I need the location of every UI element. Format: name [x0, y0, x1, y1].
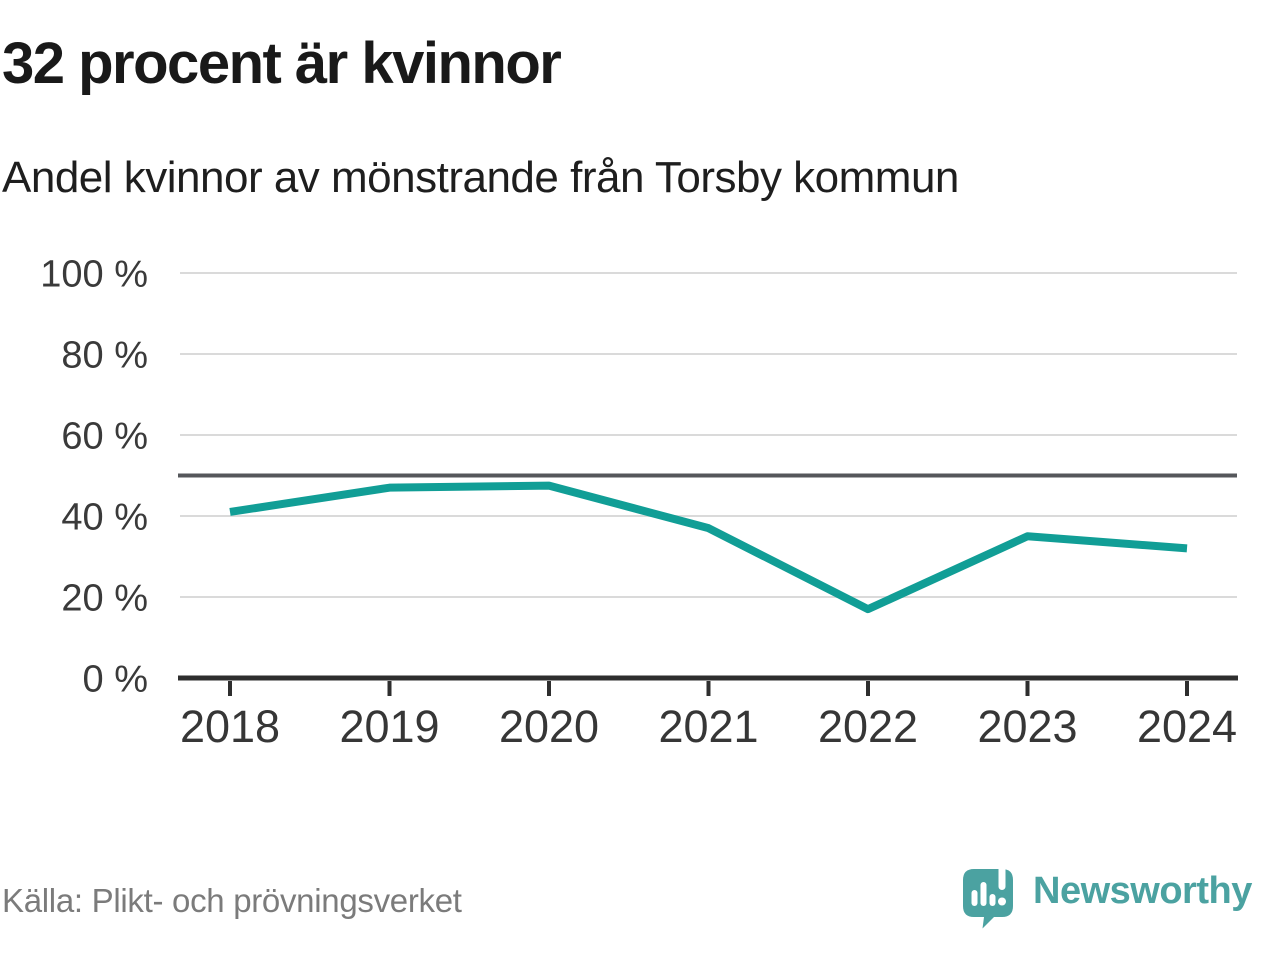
newsworthy-logo: Newsworthy — [963, 861, 1252, 931]
newsworthy-logo-icon — [963, 863, 1013, 929]
chart-subtitle: Andel kvinnor av mönstrande från Torsby … — [2, 153, 959, 202]
x-tick-label: 2023 — [977, 701, 1077, 752]
y-tick-label: 60 % — [61, 415, 148, 457]
source-note: Källa: Plikt- och prövningsverket — [2, 882, 462, 919]
x-tick-label: 2020 — [499, 701, 599, 752]
x-tick-label: 2024 — [1137, 701, 1237, 752]
x-tick-label: 2018 — [180, 701, 280, 752]
y-tick-label: 20 % — [61, 577, 148, 619]
y-tick-label: 40 % — [61, 496, 148, 538]
x-tick-label: 2022 — [818, 701, 918, 752]
y-tick-label: 0 % — [83, 658, 148, 700]
y-tick-label: 80 % — [61, 334, 148, 376]
x-tick-label: 2021 — [658, 701, 758, 752]
line-chart: 0 % 20 % 40 % 60 % 80 % 100 % 2018 2019 2020 2021… — [40, 253, 1238, 752]
y-tick-label: 100 % — [40, 253, 148, 295]
x-tick-label: 2019 — [339, 701, 439, 752]
newsworthy-logo-text: Newsworthy — [1033, 870, 1252, 912]
data-line — [229, 481, 1188, 614]
page-title: 32 procent är kvinnor — [2, 31, 562, 96]
